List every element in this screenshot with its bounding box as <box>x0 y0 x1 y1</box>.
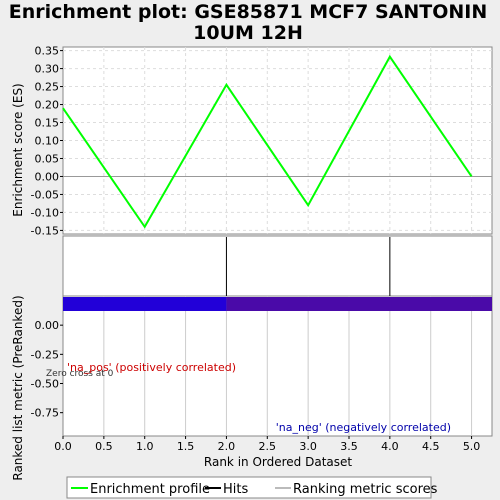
x-tick-label: 1.5 <box>177 440 195 453</box>
ranking-y-tick-label: -0.25 <box>31 348 59 361</box>
zero-cross-label: Zero cross at 0 <box>46 369 114 379</box>
enrichment-profile-line <box>62 54 473 229</box>
ranking-band-segment <box>226 297 492 311</box>
es-y-tick-label: 0.00 <box>35 170 60 183</box>
es-grid <box>63 47 492 234</box>
es-y-tick-label: 0.25 <box>35 81 60 94</box>
ranking-y-ticks: 0.00 -0.25 -0.50 -0.75 <box>31 319 63 420</box>
es-y-tick-label: -0.15 <box>31 224 59 237</box>
ranking-y-tick-label: -0.50 <box>31 378 59 391</box>
x-tick-label: 0.0 <box>54 440 72 453</box>
x-tick-label: 5.0 <box>463 440 481 453</box>
enrichment-panel <box>62 46 493 235</box>
chart-title-line-1: Enrichment plot: GSE85871 MCF7 SANTONIN <box>9 1 487 23</box>
x-tick-label: 3.0 <box>299 440 317 453</box>
x-tick-label: 3.5 <box>340 440 358 453</box>
es-y-tick-label: 0.35 <box>35 45 60 58</box>
es-y-ticks: 0.35 0.30 0.25 0.20 0.15 0.10 0.05 0.00 -0.05 -0.… <box>31 45 63 237</box>
hits-panel <box>62 235 493 297</box>
x-tick-label: 4.0 <box>381 440 399 453</box>
es-y-axis-label: Enrichment score (ES) <box>11 83 25 216</box>
enrichment-profile <box>62 54 473 229</box>
legend-label-hits: Hits <box>223 482 248 497</box>
x-tick-label: 2.0 <box>218 440 236 453</box>
es-y-tick-label: 0.05 <box>35 152 60 165</box>
legend-label-ranking-metric-scores: Ranking metric scores <box>293 482 438 497</box>
x-axis-label: Rank in Ordered Dataset <box>204 455 352 469</box>
neg-correlated-label: 'na_neg' (negatively correlated) <box>276 421 451 434</box>
ranking-y-tick-label: 0.00 <box>35 319 60 332</box>
x-tick-label: 4.5 <box>422 440 440 453</box>
ranking-grid <box>103 296 473 436</box>
es-y-tick-label: 0.30 <box>35 63 60 76</box>
ranking-band-segment <box>63 297 227 311</box>
es-y-tick-label: 0.20 <box>35 99 60 112</box>
ranking-y-tick-label: -0.75 <box>31 407 59 420</box>
pos-correlated-label: 'na_pos' (positively correlated) <box>67 361 236 374</box>
chart-title-line-2: 10UM 12H <box>193 22 303 44</box>
es-y-tick-label: 0.15 <box>35 117 60 130</box>
es-y-tick-label: -0.10 <box>31 206 59 219</box>
x-ticks: 0.0 0.5 1.0 1.5 2.0 2.5 3.0 3.5 4.0 4.5 5.0 <box>54 436 480 453</box>
ranking-panel <box>62 295 493 437</box>
es-y-tick-label: 0.10 <box>35 135 60 148</box>
legend-label-enrichment-profile: Enrichment profile <box>90 482 210 497</box>
x-tick-label: 2.5 <box>259 440 277 453</box>
legend: Enrichment profile Hits Ranking metric s… <box>66 476 438 499</box>
ranking-band <box>63 297 492 311</box>
es-y-tick-label: -0.05 <box>31 188 59 201</box>
x-tick-label: 0.5 <box>95 440 113 453</box>
x-tick-label: 1.0 <box>136 440 154 453</box>
ranking-y-axis-label: Ranked list metric (PreRanked) <box>11 295 25 480</box>
legend-box <box>66 476 432 499</box>
hits <box>225 237 391 296</box>
